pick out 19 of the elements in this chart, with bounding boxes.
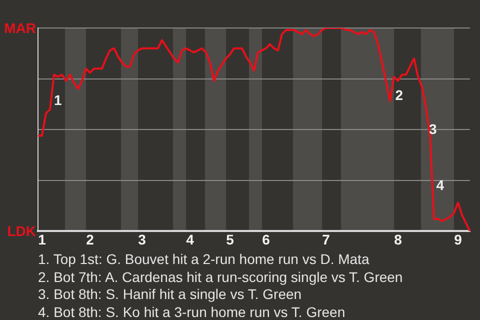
x-tick-label: 2 [86,231,94,248]
x-tick-label: 5 [226,231,234,248]
x-tick-label: 6 [262,231,270,248]
annotation: 4 [436,176,444,193]
x-tick-label: 1 [38,231,46,248]
annotation: 1 [54,92,62,108]
x-tick-label: 4 [186,231,194,248]
x-tick-label: 7 [322,231,330,248]
text: 4. Bot 8th: S. Ko hit a 3-run home run vs T. Green [38,304,346,320]
x-tick-label: 9 [454,231,462,248]
x-tick-label: 8 [394,231,402,248]
text: MAR [4,19,36,37]
text: 1. Top 1st: G. Bouvet hit a 2-run home run vs D. Mata [38,251,370,268]
x-tick-label: 3 [138,231,146,248]
text: LDK [7,222,36,240]
text: 2. Bot 7th: A. Cardenas hit a run-scoring single vs T. Green [38,268,403,286]
text: 3. Bot 8th: S. Hanif hit a single vs T. Green [38,286,303,304]
annotation: 2 [395,87,404,104]
annotation: 3 [428,120,437,137]
